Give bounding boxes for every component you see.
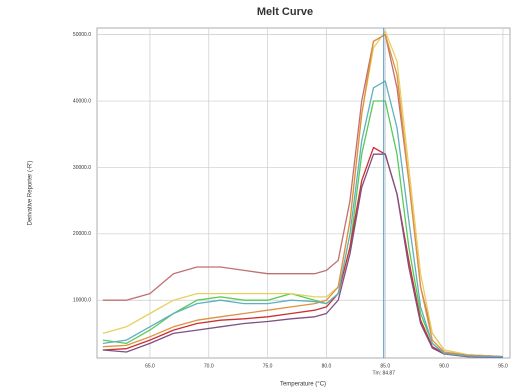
x-axis-label: Temperature (°C) <box>280 382 326 388</box>
x-tick-label: 85.0 <box>380 363 390 369</box>
series-line <box>102 80 503 358</box>
series-line <box>102 153 503 358</box>
x-tick-label: 70.0 <box>204 363 214 369</box>
tm-label: Tm: 84.87 <box>372 370 395 376</box>
plot-area <box>96 27 511 359</box>
x-tick-label: 65.0 <box>145 363 155 369</box>
y-axis-label: Derivative Reporter (-R') <box>28 161 34 226</box>
series-line <box>102 33 503 358</box>
y-tick-label: 50000.0 <box>73 32 91 38</box>
y-tick-label: 30000.0 <box>73 165 91 171</box>
y-tick-label: 20000.0 <box>73 231 91 237</box>
x-tick-label: 75.0 <box>263 363 273 369</box>
y-tick-label: 10000.0 <box>73 298 91 304</box>
x-tick-label: 95.0 <box>498 363 508 369</box>
x-tick-label: 90.0 <box>439 363 449 369</box>
chart-title: Melt Curve <box>257 6 313 18</box>
x-tick-label: 80.0 <box>322 363 332 369</box>
y-tick-label: 40000.0 <box>73 98 91 104</box>
